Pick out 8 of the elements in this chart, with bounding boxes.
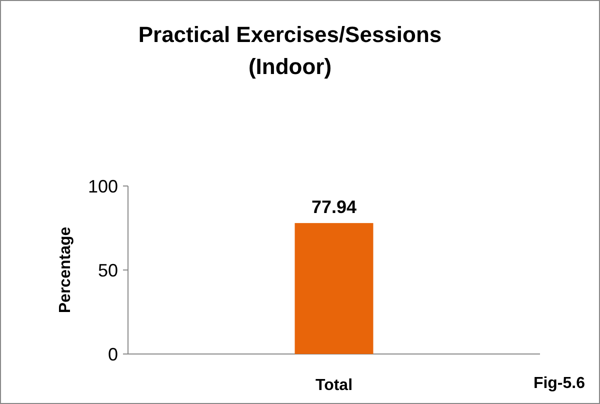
y-axis-title: Percentage: [57, 226, 74, 314]
data-label: 77.94: [311, 197, 357, 218]
text: Fig-5.6: [533, 375, 586, 392]
y-tick-label: 0: [108, 344, 118, 364]
chart-title: Practical Exercises/Sessions (Indoor): [138, 22, 442, 79]
y-tick-label: 100: [88, 176, 118, 196]
x-tick-label: Total: [315, 377, 353, 394]
y-tick-label: 50: [98, 260, 118, 280]
